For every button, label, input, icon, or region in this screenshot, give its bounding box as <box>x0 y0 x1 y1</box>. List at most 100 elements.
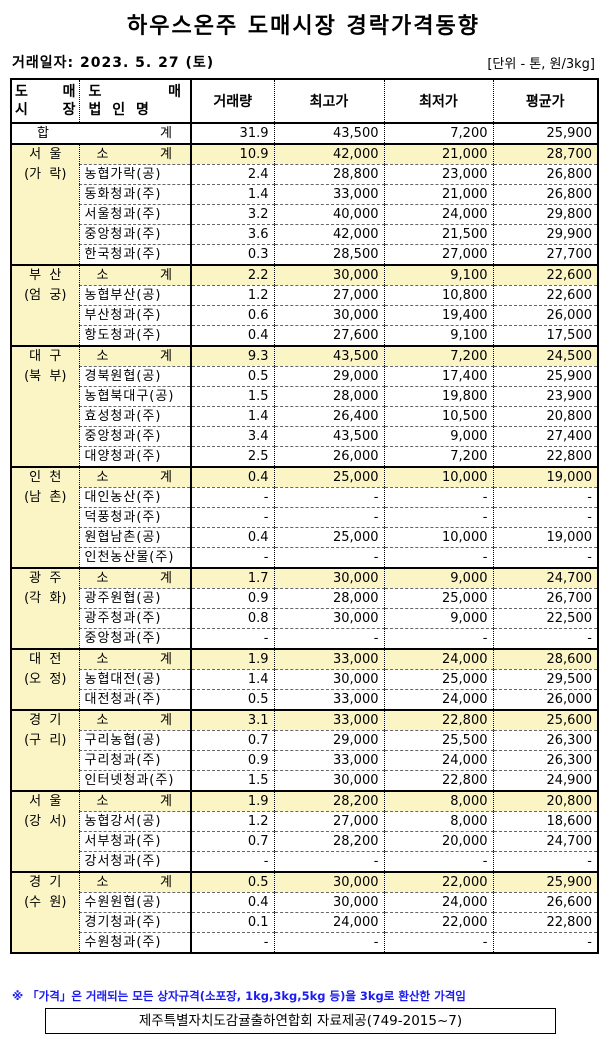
subtotal-left: 소 <box>96 469 110 485</box>
cell-min: 21,500 <box>383 224 493 245</box>
cell-max: 33,000 <box>273 184 384 205</box>
subtotal-right: 계 <box>160 874 173 890</box>
subtotal-min: 24,000 <box>383 648 493 670</box>
cell-max: 33,000 <box>273 750 384 771</box>
subtotal-min: 7,200 <box>383 345 493 367</box>
total-max: 43,500 <box>273 123 384 144</box>
cell-avg: - <box>492 932 598 953</box>
cell-max: - <box>273 851 384 872</box>
table-row: 구리청과(주) 0.9 33,000 24,000 26,300 <box>11 750 598 771</box>
cell-max: 30,000 <box>273 770 384 791</box>
corp-name: 수원원협(공) <box>78 892 192 913</box>
subtotal-row: 대 구 (북 부) 소 계 9.3 43,500 7,200 24,500 <box>10 345 598 467</box>
corp-name: 대양청과(주) <box>78 446 192 467</box>
cell-max: 29,000 <box>273 730 384 751</box>
subtotal-right: 계 <box>160 712 173 728</box>
corp-name: 강서청과(주) <box>78 851 192 872</box>
cell-volume: 0.8 <box>190 608 274 629</box>
cell-volume: 0.6 <box>190 305 274 326</box>
market-name: 부 산 <box>29 268 62 283</box>
subtotal-min: 21,000 <box>383 143 493 165</box>
cell-max: 28,500 <box>273 244 384 265</box>
market-location: (수 원) <box>24 895 67 910</box>
total-min: 7,200 <box>383 123 493 144</box>
unit-label: [단위 - 톤, 원/3kg] <box>487 57 595 72</box>
cell-volume: 0.5 <box>190 366 274 387</box>
table-row: 경기청과(주) 0.1 24,000 22,000 22,800 <box>11 912 598 933</box>
cell-volume: 0.9 <box>190 588 274 609</box>
subtotal-volume: 3.1 <box>190 709 274 731</box>
table-row: 중앙청과(주) 3.4 43,500 9,000 27,400 <box>11 426 598 447</box>
cell-min: 24,000 <box>383 892 493 913</box>
corp-name: 동화청과(주) <box>78 184 192 205</box>
market-name: 경 기 <box>29 875 62 890</box>
table-row: 수원청과(주) - - - - <box>11 932 598 953</box>
subtotal-row: 부 산 (엄 궁) 소 계 2.2 30,000 9,100 22,600 <box>10 264 598 346</box>
subtotal-max: 30,000 <box>273 567 384 589</box>
cell-volume: - <box>190 932 274 953</box>
page-title: 하우스온주 도매시장 경락가격동향 <box>127 14 480 39</box>
subtotal-volume: 1.7 <box>190 567 274 589</box>
cell-min: 22,000 <box>383 912 493 933</box>
corp-name: 구리청과(주) <box>78 750 192 771</box>
total-avg: 25,900 <box>492 123 598 144</box>
cell-max: 25,000 <box>273 527 384 548</box>
market-cell: 부 산 (엄 궁) <box>10 264 79 346</box>
cell-min: 8,000 <box>383 811 493 832</box>
corp-name: 중앙청과(주) <box>78 426 192 447</box>
cell-avg: 26,800 <box>492 184 598 205</box>
subtotal-min: 22,000 <box>383 871 493 893</box>
cell-avg: 26,300 <box>492 750 598 771</box>
corp-name: 한국청과(주) <box>78 244 192 265</box>
cell-max: 27,600 <box>273 325 384 346</box>
corp-name: 경기청과(주) <box>78 912 192 933</box>
table-row: 서부청과(주) 0.7 28,200 20,000 24,700 <box>11 831 598 852</box>
cell-volume: 3.6 <box>190 224 274 245</box>
cell-min: 9,100 <box>383 325 493 346</box>
corp-name: 덕풍청과(주) <box>78 507 192 528</box>
cell-avg: 22,600 <box>492 285 598 306</box>
subtotal-right: 계 <box>160 469 173 485</box>
cell-min: 19,400 <box>383 305 493 326</box>
table-row: 경북원협(공) 0.5 29,000 17,400 25,900 <box>11 366 598 387</box>
cell-avg: 26,300 <box>492 730 598 751</box>
corp-name: 광주청과(주) <box>78 608 192 629</box>
table-row: 인천농산물(주) - - - - <box>11 547 598 568</box>
table-row: 서울청과(주) 3.2 40,000 24,000 29,800 <box>11 204 598 225</box>
cell-max: 30,000 <box>273 608 384 629</box>
subtotal-max: 33,000 <box>273 709 384 731</box>
market-location: (구 리) <box>24 733 67 748</box>
cell-max: - <box>273 487 384 508</box>
cell-min: 24,000 <box>383 750 493 771</box>
market-location: (북 부) <box>24 369 67 384</box>
cell-max: 40,000 <box>273 204 384 225</box>
cell-min: 9,000 <box>383 608 493 629</box>
subtotal-max: 28,200 <box>273 790 384 812</box>
market-cell: 경 기 (수 원) <box>10 871 79 953</box>
corp-name: 대인농산(주) <box>78 487 192 508</box>
market-location: (남 촌) <box>24 490 67 505</box>
market-name: 대 전 <box>29 652 62 667</box>
corp-name: 농협부산(공) <box>78 285 192 306</box>
cell-max: 33,000 <box>273 689 384 710</box>
cell-volume: 0.1 <box>190 912 274 933</box>
cell-max: 27,000 <box>273 285 384 306</box>
table-row: 수원원협(공) 0.4 30,000 24,000 26,600 <box>11 892 598 913</box>
market-name: 서 울 <box>29 794 62 809</box>
cell-volume: 0.4 <box>190 527 274 548</box>
cell-max: 30,000 <box>273 892 384 913</box>
subtotal-row: 경 기 (구 리) 소 계 3.1 33,000 22,800 25,600 <box>10 709 598 791</box>
cell-min: - <box>383 487 493 508</box>
subtotal-avg: 22,600 <box>492 264 598 286</box>
